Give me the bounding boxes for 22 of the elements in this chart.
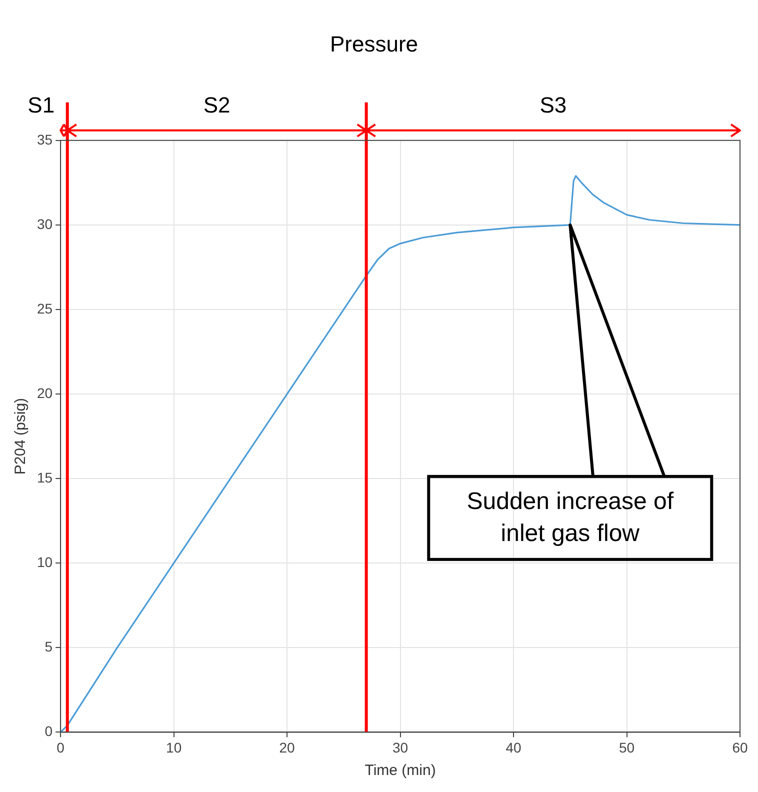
x-tick-label: 60	[732, 739, 748, 756]
text: S1	[28, 92, 55, 118]
y-tick-label: 0	[44, 723, 53, 740]
annotation: Sudden increase of inlet gas flow	[427, 474, 714, 561]
y-tick-label: 5	[44, 638, 53, 655]
y-tick-label: 20	[36, 384, 53, 401]
x-tick-label: 40	[506, 739, 522, 756]
chart-title: Pressure	[330, 31, 418, 56]
y-axis-title: P204 (psig)	[12, 398, 30, 475]
x-tick-label: 0	[56, 739, 65, 756]
text: S2	[203, 92, 230, 118]
y-tick-label: 10	[36, 554, 53, 570]
y-tick-label: 25	[36, 300, 53, 316]
y-tick-label: 35	[36, 131, 53, 148]
y-tick-label: 15	[36, 469, 53, 486]
x-axis-title: Time (min)	[364, 762, 436, 780]
x-tick-label: 20	[279, 739, 296, 756]
text: S3	[540, 92, 567, 118]
x-tick-label: 10	[166, 739, 182, 756]
x-tick-label: 50	[618, 739, 635, 756]
x-tick-label: 30	[392, 739, 408, 756]
y-tick-label: 30	[36, 216, 53, 232]
